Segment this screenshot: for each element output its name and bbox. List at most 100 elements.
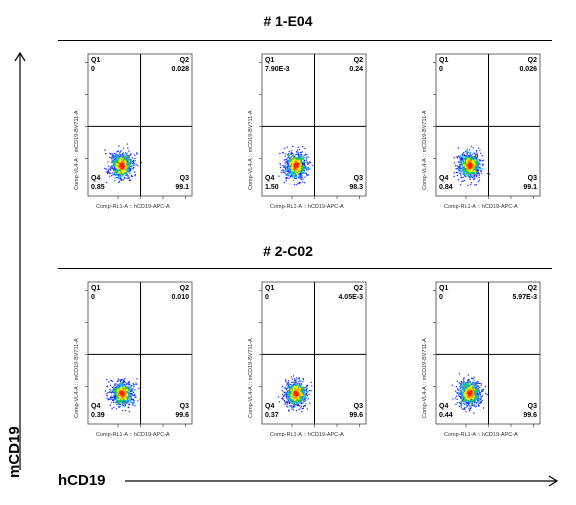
- event-dot: [124, 153, 127, 155]
- event-dot: [110, 401, 113, 404]
- event-dot: [284, 165, 287, 167]
- event-dot: [113, 164, 115, 167]
- event-dot: [292, 161, 295, 163]
- event-dot: [288, 383, 290, 385]
- event-dot: [301, 176, 303, 178]
- event-dot: [304, 405, 307, 407]
- event-dot: [106, 393, 108, 395]
- event-dot: [291, 383, 294, 386]
- plot-canvas: [85, 53, 193, 199]
- event-dot: [127, 402, 129, 404]
- event-dot: [292, 179, 295, 182]
- event-dot: [460, 157, 462, 160]
- event-dot: [458, 170, 460, 172]
- event-dot: [296, 151, 298, 154]
- event-dot: [279, 162, 281, 165]
- event-dot: [476, 164, 478, 166]
- event-dot: [113, 399, 115, 401]
- event-dot: [468, 156, 470, 159]
- event-dot: [119, 379, 121, 381]
- event-dot: [128, 410, 131, 413]
- event-dot: [126, 143, 129, 145]
- event-dot: [462, 176, 464, 179]
- flow-plot: Q1 7.90E-3 Q2 0.24 Q4 1.50 Q3 98.3 Comp-VL4-A ::…: [226, 48, 371, 218]
- event-dot: [134, 389, 136, 391]
- event-dot: [303, 170, 306, 172]
- event-dot: [115, 156, 117, 158]
- event-dot: [296, 404, 299, 407]
- event-dot: [106, 395, 108, 397]
- event-dot: [467, 160, 470, 163]
- event-dot: [123, 378, 126, 380]
- event-dot: [287, 171, 290, 173]
- q4-value: 1.50: [265, 184, 279, 191]
- event-dot: [292, 381, 294, 383]
- event-dot: [115, 401, 117, 404]
- event-dot: [114, 177, 116, 179]
- event-dot: [104, 149, 106, 151]
- event-dot: [457, 155, 460, 157]
- event-dot: [106, 379, 108, 381]
- q2-value: 0.026: [519, 66, 537, 73]
- event-dot: [293, 154, 295, 157]
- event-dot: [283, 169, 285, 172]
- event-dot: [277, 396, 280, 398]
- event-dot: [115, 383, 117, 385]
- event-dot: [453, 157, 455, 159]
- event-dot: [294, 160, 297, 163]
- event-dot: [462, 168, 464, 171]
- event-dot: [124, 157, 127, 160]
- event-dot: [307, 398, 309, 400]
- event-dot: [122, 380, 125, 382]
- event-dot: [303, 405, 305, 407]
- event-dot: [283, 159, 286, 161]
- event-dot: [471, 176, 474, 179]
- q3-label: Q3: [179, 403, 189, 410]
- q4-value: 0.85: [91, 184, 105, 191]
- event-dot: [290, 376, 293, 378]
- event-dot: [126, 397, 129, 400]
- event-dot: [107, 165, 110, 167]
- event-dot: [474, 184, 476, 186]
- q4-label: Q4: [91, 175, 101, 182]
- event-dot: [474, 154, 477, 156]
- event-dot: [290, 176, 292, 178]
- event-dot: [110, 390, 112, 392]
- event-dot: [288, 410, 290, 412]
- event-dot: [117, 176, 120, 179]
- event-dot: [130, 401, 132, 403]
- event-dot: [128, 168, 131, 170]
- event-dot: [127, 400, 130, 402]
- event-dot: [129, 172, 131, 175]
- event-dot: [124, 392, 127, 395]
- event-dot: [134, 175, 136, 177]
- event-dot: [279, 166, 282, 169]
- event-dot: [470, 151, 472, 154]
- event-dot: [287, 406, 289, 408]
- event-dot: [111, 407, 113, 410]
- event-dot: [129, 394, 132, 396]
- event-dot: [468, 172, 471, 175]
- event-dot: [129, 396, 131, 398]
- event-dot: [308, 162, 310, 164]
- event-dot: [462, 164, 465, 167]
- event-dot: [128, 171, 131, 173]
- event-dot: [125, 159, 128, 162]
- event-dot: [120, 167, 123, 170]
- event-dot: [287, 160, 289, 163]
- event-dot: [298, 155, 300, 157]
- event-dot: [303, 156, 305, 158]
- event-dot: [470, 183, 472, 186]
- event-dot: [462, 173, 464, 175]
- q2-label: Q2: [527, 57, 537, 64]
- event-dot: [302, 402, 304, 404]
- event-dot: [127, 175, 129, 177]
- event-dot: [302, 163, 304, 165]
- event-dot: [461, 176, 463, 178]
- event-dot: [476, 162, 478, 164]
- event-dot: [469, 178, 471, 181]
- event-dot: [130, 179, 132, 181]
- event-dot: [467, 150, 469, 153]
- event-dot: [463, 152, 465, 154]
- plot-y-label: Comp-VL4-A :: mCD19-BV711-A: [422, 110, 428, 190]
